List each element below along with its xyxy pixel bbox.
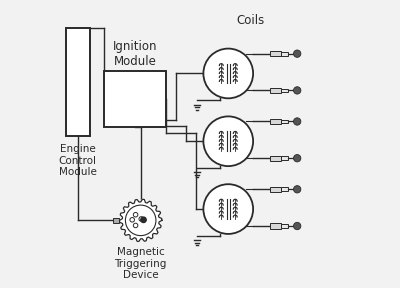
Polygon shape [120,199,162,241]
Bar [281,156,288,160]
Bar [270,223,281,229]
Text: Coils: Coils [237,14,265,27]
Text: Magnetic
Triggering
Device: Magnetic Triggering Device [114,247,167,281]
Circle shape [203,184,253,234]
Bar [281,52,288,56]
Bar [281,187,288,191]
Circle shape [294,118,301,125]
Circle shape [141,217,146,223]
Circle shape [203,49,253,98]
Circle shape [294,185,301,193]
Circle shape [203,116,253,166]
Circle shape [294,50,301,57]
Bar [270,119,281,124]
Bar [270,51,281,56]
Text: Ignition
Module: Ignition Module [113,40,157,68]
Bar [281,120,288,123]
Bar [270,187,281,192]
Bar [104,71,166,127]
Bar [270,156,281,161]
Bar [113,218,119,223]
Bar [281,224,288,228]
Circle shape [294,155,301,162]
Circle shape [294,222,301,230]
Circle shape [294,87,301,94]
Bar [281,89,288,92]
Bar [270,88,281,93]
Text: Engine
Control
Module: Engine Control Module [59,144,97,177]
Bar [66,28,90,136]
